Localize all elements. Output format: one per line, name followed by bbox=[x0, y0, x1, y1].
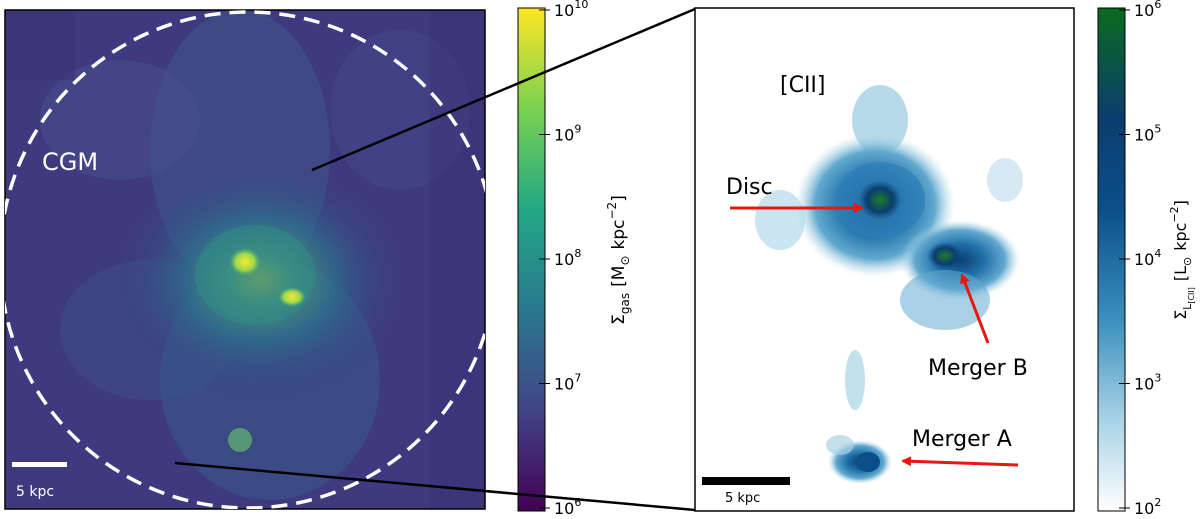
merger-b-label: Merger B bbox=[928, 356, 1028, 381]
cii-colorbar-tick-label: 103 bbox=[1134, 372, 1161, 394]
cii-label-close: ] bbox=[1171, 200, 1190, 206]
gas-colorbar-tick-label: 108 bbox=[554, 247, 581, 269]
gas-map-panel bbox=[5, 10, 485, 509]
svg-text:ΣL[CII][L⊙kpc−2]: ΣL[CII] [L⊙ kpc−2] bbox=[1168, 200, 1196, 320]
zoom-connector-bottom bbox=[174, 461, 696, 512]
cii-colorbar-tick-label: 106 bbox=[1134, 0, 1161, 20]
merger-a-label: Merger A bbox=[912, 427, 1012, 452]
cii-colorbar-tick-label: 102 bbox=[1134, 496, 1161, 518]
gas-label-close: ] bbox=[609, 195, 629, 202]
gas-label-sun-symbol: ⊙ bbox=[618, 255, 632, 265]
left-scalebar-label: 5 kpc bbox=[16, 484, 54, 500]
cii-label-sub: L bbox=[1181, 303, 1194, 310]
right-scalebar-label: 5 kpc bbox=[725, 491, 760, 506]
cii-colorbar-tick-label: 104 bbox=[1134, 247, 1161, 269]
gas-label-unit2: kpc bbox=[609, 220, 629, 250]
cii-label-symbol: Σ bbox=[1171, 310, 1190, 320]
cii-label-sun-symbol: ⊙ bbox=[1181, 257, 1194, 266]
cii-map-frame bbox=[694, 7, 1075, 512]
cii-colorbar-label: ΣL[CII] [L⊙ kpc−2] bbox=[1168, 200, 1196, 320]
gas-label-exp: −2 bbox=[605, 202, 619, 220]
cii-map-panel bbox=[695, 8, 1074, 511]
merger-b-arrow bbox=[960, 273, 990, 344]
gas-colorbar-tick-label: 106 bbox=[554, 496, 581, 518]
left-scalebar bbox=[12, 462, 67, 467]
svg-text:Σgas[M⊙kpc−2]: Σgas [M⊙ kpc−2] bbox=[605, 195, 632, 325]
gas-label-symbol: Σ bbox=[609, 314, 629, 325]
cii-colorbar-tick-label: 105 bbox=[1134, 123, 1161, 145]
disc-label: Disc bbox=[726, 175, 773, 200]
cii-tracer-label: [CII] bbox=[780, 73, 826, 98]
cii-label-subsub: [CII] bbox=[1187, 287, 1196, 304]
gas-colorbar-tick-label: 109 bbox=[554, 123, 581, 145]
cii-label-exp: −2 bbox=[1168, 206, 1181, 222]
zoom-connector-top bbox=[311, 7, 696, 172]
gas-colorbar-tick-label: 1010 bbox=[554, 0, 588, 20]
cgm-boundary-circle bbox=[5, 10, 485, 509]
cii-label-unit: [L bbox=[1171, 266, 1190, 281]
gas-label-unit: [M bbox=[609, 266, 629, 287]
gas-colorbar-ticks: 1010 109 108 107 106 bbox=[539, 0, 588, 518]
gas-map-frame bbox=[4, 9, 486, 510]
gas-colorbar-tick-label: 107 bbox=[554, 372, 581, 394]
cgm-label: CGM bbox=[42, 148, 98, 176]
right-scalebar bbox=[702, 477, 790, 485]
gas-colorbar-label: Σgas [M⊙ kpc−2] bbox=[605, 195, 632, 325]
cii-colorbar-ticks: 106 105 104 103 102 bbox=[1119, 0, 1161, 518]
merger-a-arrow bbox=[901, 456, 1019, 467]
gas-label-sub: gas bbox=[618, 293, 632, 314]
cii-label-unit2: kpc bbox=[1171, 223, 1190, 251]
